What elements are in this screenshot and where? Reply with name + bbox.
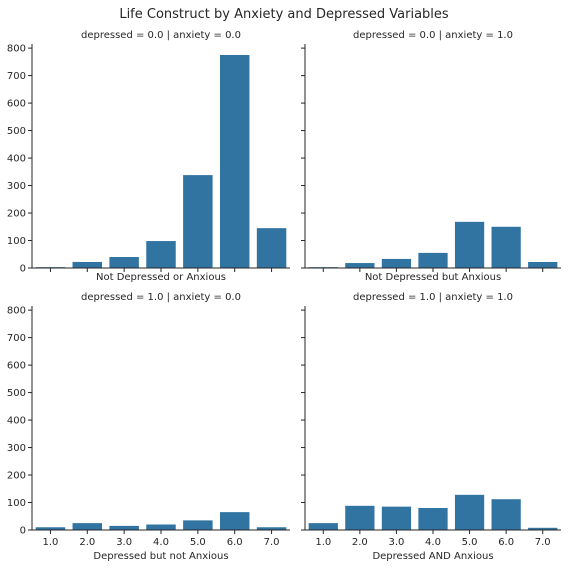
bar-2.0 (345, 505, 375, 530)
bar-6.0 (491, 499, 521, 530)
bar-7.0 (256, 527, 287, 530)
x-axis-label: Not Depressed but Anxious (365, 272, 501, 283)
y-tick-label: 200 (7, 471, 26, 482)
y-tick-label: 100 (7, 236, 26, 247)
x-tick-label: 1.0 (315, 537, 331, 548)
x-tick-label: 3.0 (116, 537, 132, 548)
bar-6.0 (491, 226, 521, 268)
bar-3.0 (381, 258, 412, 268)
facet-panel-1: depressed = 0.0 | anxiety = 0.0 0 100 200 30… (7, 30, 290, 283)
x-tick-label: 3.0 (388, 537, 404, 548)
y-tick-label: 0 (20, 264, 26, 275)
bar-6.0 (219, 512, 250, 530)
facet-title: depressed = 0.0 | anxiety = 1.0 (353, 30, 513, 41)
x-tick-label: 6.0 (227, 537, 243, 548)
bar-2.0 (345, 263, 375, 268)
bar-3.0 (109, 525, 139, 530)
facet-title: depressed = 1.0 | anxiety = 0.0 (81, 292, 241, 303)
bar-7.0 (528, 527, 558, 530)
bar-4.0 (146, 524, 176, 530)
bar-6.0 (219, 54, 250, 268)
x-tick-label: 2.0 (79, 537, 95, 548)
bar-4.0 (418, 252, 448, 268)
y-tick-label: 400 (7, 416, 26, 427)
x-tick-label: 2.0 (352, 537, 368, 548)
x-tick-label: 4.0 (153, 537, 169, 548)
x-tick-label: 7.0 (264, 537, 280, 548)
bar-5.0 (183, 175, 213, 268)
y-tick-label: 700 (7, 71, 26, 82)
bar-3.0 (109, 257, 139, 268)
bar-4.0 (146, 241, 176, 268)
facet-title: depressed = 1.0 | anxiety = 1.0 (353, 292, 513, 303)
bar-1.0 (35, 527, 66, 530)
bar-5.0 (183, 520, 213, 530)
y-tick-label: 200 (7, 209, 26, 220)
y-tick-label: 0 (20, 526, 26, 537)
y-tick-label: 300 (7, 443, 26, 454)
x-tick-label: 7.0 (535, 537, 551, 548)
bar-7.0 (528, 261, 558, 268)
facet-panel-4: depressed = 1.0 | anxiety = 1.0 1.0 2.0 3.0… (301, 292, 561, 562)
bar-5.0 (454, 494, 485, 530)
bar-4.0 (418, 508, 448, 530)
x-axis-label: Depressed AND Anxious (372, 551, 493, 562)
y-tick-label: 800 (7, 306, 26, 317)
bar-7.0 (256, 228, 287, 268)
y-tick-label: 400 (7, 154, 26, 165)
bar-1.0 (308, 523, 338, 530)
y-tick-label: 600 (7, 99, 26, 110)
x-tick-label: 4.0 (425, 537, 441, 548)
y-tick-label: 600 (7, 361, 26, 372)
bar-3.0 (381, 506, 412, 530)
bar-2.0 (72, 261, 103, 268)
y-tick-label: 500 (7, 388, 26, 399)
facet-title: depressed = 0.0 | anxiety = 0.0 (81, 30, 241, 41)
y-tick-label: 100 (7, 498, 26, 509)
facet-panel-2: depressed = 0.0 | anxiety = 1.0 Not Depre… (301, 30, 561, 283)
x-tick-label: 1.0 (42, 537, 58, 548)
x-axis-label: Depressed but not Anxious (93, 551, 228, 562)
x-tick-label: 5.0 (462, 537, 478, 548)
y-tick-label: 800 (7, 44, 26, 55)
bar-5.0 (454, 221, 485, 268)
x-tick-label: 5.0 (190, 537, 206, 548)
y-tick-label: 300 (7, 181, 26, 192)
figure-title: Life Construct by Anxiety and Depressed … (119, 7, 449, 22)
y-tick-label: 500 (7, 126, 26, 137)
x-axis-label: Not Depressed or Anxious (96, 272, 226, 283)
bar-2.0 (72, 523, 103, 530)
facet-panel-3: depressed = 1.0 | anxiety = 0.0 0 100 200 30… (7, 292, 290, 562)
x-tick-label: 6.0 (498, 537, 514, 548)
y-tick-label: 700 (7, 333, 26, 344)
